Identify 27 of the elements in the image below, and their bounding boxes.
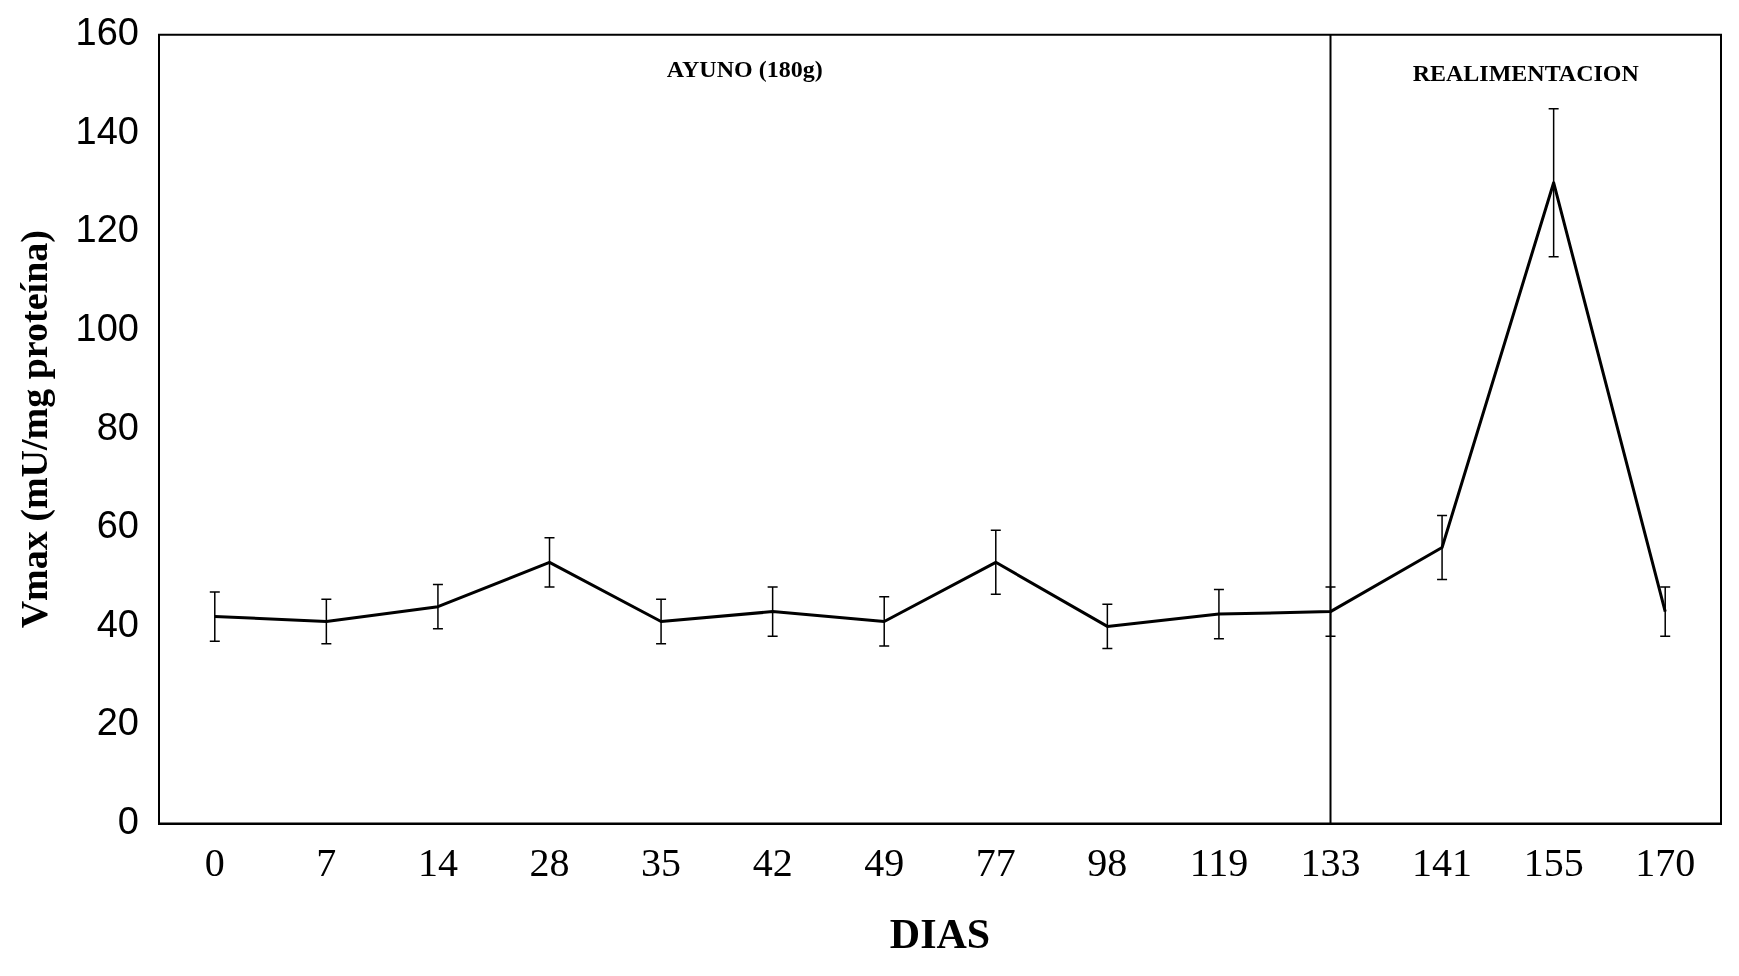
annotation: REALIMENTACION xyxy=(1412,60,1640,86)
y-tick-label: 120 xyxy=(75,208,139,251)
y-tick-label: 20 xyxy=(96,701,139,744)
x-tick-label: 119 xyxy=(1189,840,1249,886)
x-tick-label: 77 xyxy=(975,840,1016,886)
x-tick-label: 42 xyxy=(752,840,793,886)
y-tick-label: 80 xyxy=(96,405,139,448)
x-tick-label: 141 xyxy=(1412,840,1473,886)
x-tick-label: 133 xyxy=(1300,840,1361,886)
x-tick-label: 98 xyxy=(1087,840,1128,886)
x-tick-label: 35 xyxy=(641,840,682,886)
x-tick-label: 155 xyxy=(1523,840,1584,886)
x-axis-title: DIAS xyxy=(889,910,991,957)
x-tick-label: 170 xyxy=(1635,840,1696,886)
y-tick-label: 100 xyxy=(75,307,139,350)
x-tick-label: 28 xyxy=(529,840,570,886)
y-tick-label: 0 xyxy=(117,800,139,843)
x-tick-label: 49 xyxy=(864,840,905,886)
x-tick-label: 0 xyxy=(204,840,225,886)
y-axis-title: Vmax (mU/mg proteína) xyxy=(12,230,56,629)
x-tick-label: 7 xyxy=(316,840,337,886)
x-tick-label: 14 xyxy=(417,840,458,886)
y-tick-label: 160 xyxy=(75,11,139,54)
y-tick-label: 140 xyxy=(75,109,139,152)
y-tick-label: 40 xyxy=(96,602,139,645)
y-tick-label: 60 xyxy=(96,504,139,547)
annotation: AYUNO (180g) xyxy=(666,56,823,82)
